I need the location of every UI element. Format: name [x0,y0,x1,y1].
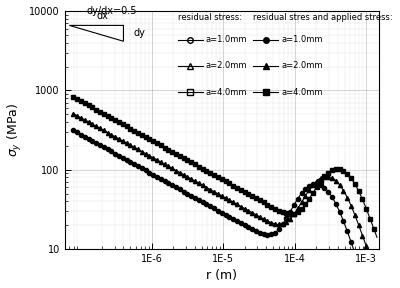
Text: a=1.0mm: a=1.0mm [282,35,323,44]
Text: a=4.0mm: a=4.0mm [282,88,323,96]
Text: dy/dx=0.5: dy/dx=0.5 [86,6,137,16]
Text: dx: dx [96,11,108,21]
X-axis label: r (m): r (m) [206,270,237,283]
Text: a=1.0mm: a=1.0mm [206,35,248,44]
Text: a=4.0mm: a=4.0mm [206,88,248,96]
Text: dy: dy [133,28,145,38]
Y-axis label: $\sigma_y$ (MPa): $\sigma_y$ (MPa) [6,103,24,157]
Text: residual stress:: residual stress: [178,14,242,22]
Text: a=2.0mm: a=2.0mm [206,61,248,70]
Text: residual stres and applied stress:: residual stres and applied stress: [253,14,393,22]
Text: a=2.0mm: a=2.0mm [282,61,323,70]
